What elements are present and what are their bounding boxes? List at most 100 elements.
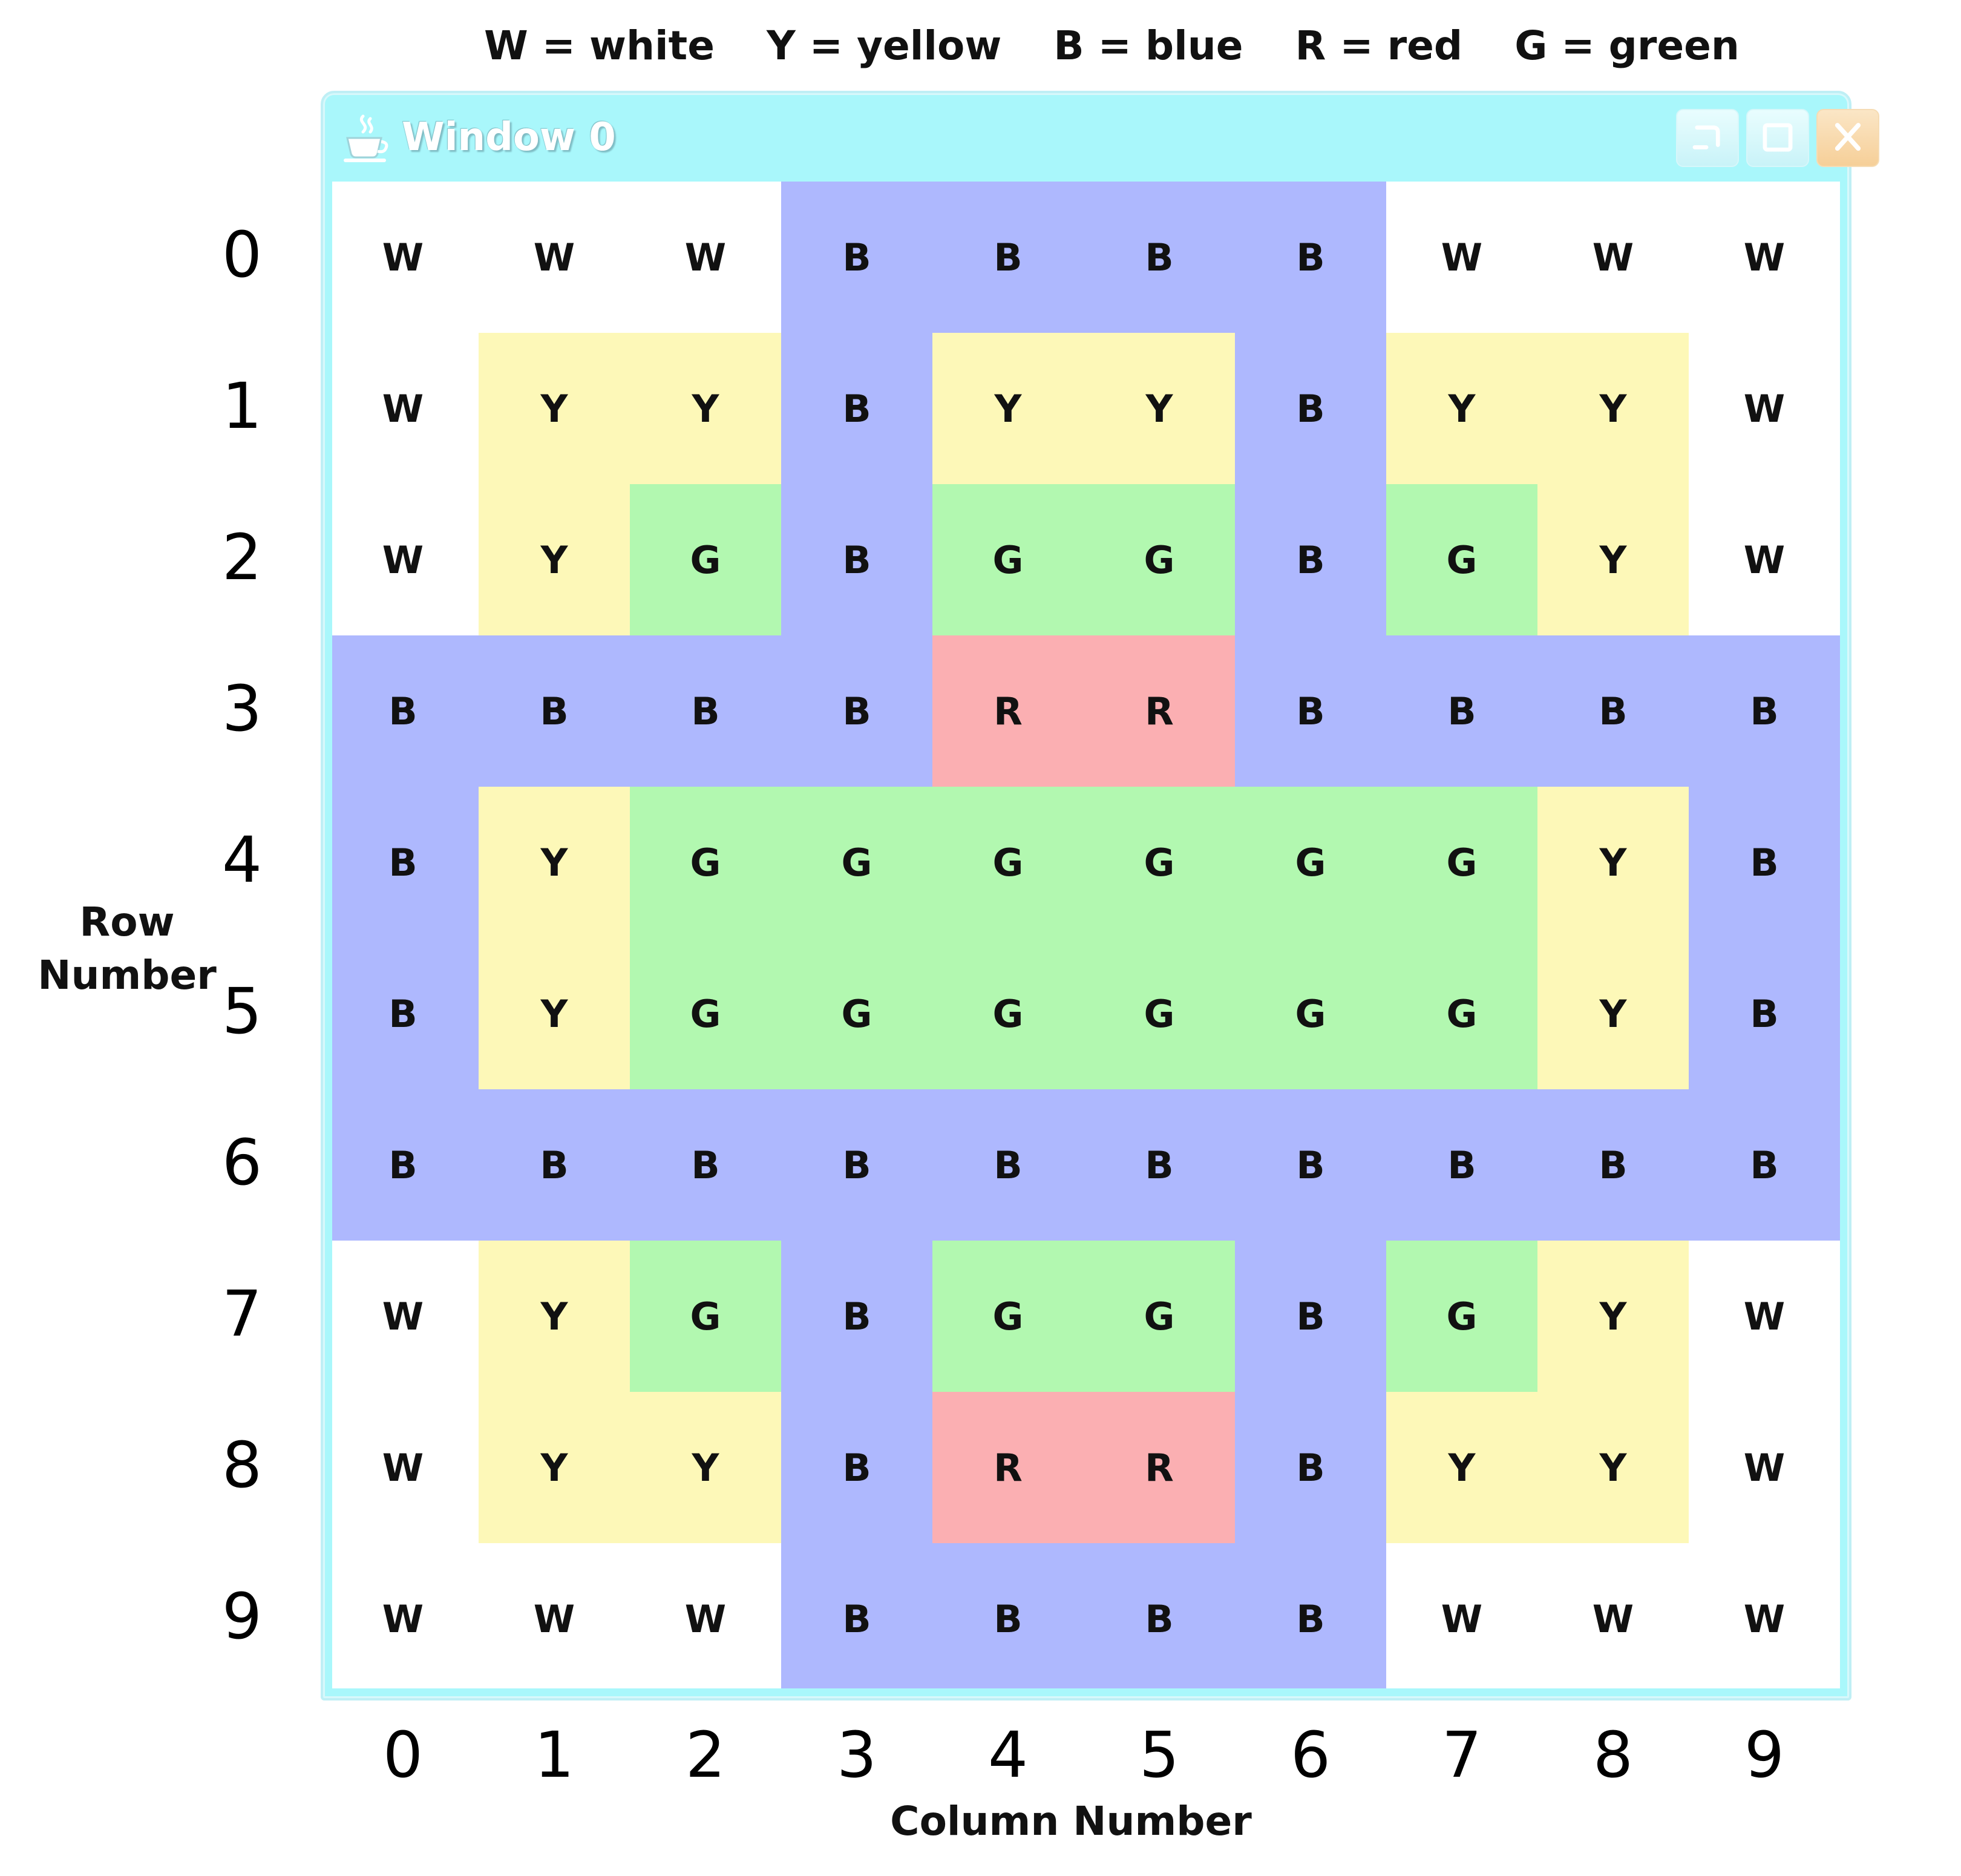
grid-cell: B xyxy=(781,182,932,333)
grid-cell: Y xyxy=(479,484,630,635)
row-number: 5 xyxy=(221,974,263,1048)
column-number: 0 xyxy=(382,1718,424,1792)
grid-cell: Y xyxy=(479,938,630,1089)
grid-cell: Y xyxy=(1084,333,1235,484)
grid-cell: Y xyxy=(1537,938,1689,1089)
grid-cell: B xyxy=(630,1089,781,1241)
grid-cell: G xyxy=(932,1241,1084,1392)
grid-cell: B xyxy=(1235,1241,1386,1392)
grid-cell: W xyxy=(1689,484,1840,635)
grid-cell: B xyxy=(781,1543,932,1688)
grid-cell: G xyxy=(932,484,1084,635)
grid-cell: G xyxy=(1235,787,1386,938)
java-cup-icon xyxy=(339,111,391,163)
row-number: 2 xyxy=(221,520,263,594)
grid-cell: W xyxy=(1689,182,1840,333)
grid-cell: G xyxy=(630,938,781,1089)
column-number: 7 xyxy=(1441,1718,1482,1792)
grid-cell: R xyxy=(1084,635,1235,787)
window-title: Window 0 xyxy=(402,115,616,160)
grid-cell: B xyxy=(781,1241,932,1392)
row-number: 0 xyxy=(221,218,263,292)
grid-cell: B xyxy=(1235,484,1386,635)
row-number: 3 xyxy=(221,672,263,746)
window-titlebar[interactable]: Window 0 xyxy=(323,93,1879,182)
grid-cell: W xyxy=(630,182,781,333)
color-legend: W = white Y = yellow B = blue R = red G … xyxy=(484,18,1792,73)
grid-cell: Y xyxy=(1537,1392,1689,1543)
grid-cell: B xyxy=(781,484,932,635)
grid-cell: G xyxy=(1386,484,1537,635)
column-number: 4 xyxy=(987,1718,1029,1792)
grid-cell: Y xyxy=(1386,333,1537,484)
grid-cell: Y xyxy=(479,333,630,484)
column-number: 6 xyxy=(1290,1718,1331,1792)
grid-cell: W xyxy=(332,484,479,635)
minimize-icon xyxy=(1692,125,1720,149)
legend-red: R = red xyxy=(1295,22,1463,69)
grid-cell: W xyxy=(1386,182,1537,333)
grid-cell: B xyxy=(479,635,630,787)
grid-cell: B xyxy=(332,938,479,1089)
column-number: 1 xyxy=(534,1718,575,1792)
grid-cell: R xyxy=(932,1392,1084,1543)
legend-blue: B = blue xyxy=(1053,22,1243,69)
grid-cell: R xyxy=(932,635,1084,787)
grid-cell: B xyxy=(781,333,932,484)
grid-cell: Y xyxy=(479,1392,630,1543)
grid-cell: G xyxy=(932,787,1084,938)
legend-yellow: Y = yellow xyxy=(766,22,1002,69)
grid-cell: B xyxy=(781,635,932,787)
close-button[interactable] xyxy=(1816,109,1879,167)
grid-cell: W xyxy=(332,1543,479,1688)
grid-cell: G xyxy=(1386,938,1537,1089)
grid-cell: B xyxy=(1386,635,1537,787)
row-number: 9 xyxy=(221,1579,263,1653)
grid-cell: B xyxy=(932,1089,1084,1241)
grid-cell: W xyxy=(1537,1543,1689,1688)
grid-cell: W xyxy=(1689,1241,1840,1392)
grid-cell: Y xyxy=(630,1392,781,1543)
grid-cell: B xyxy=(332,1089,479,1241)
grid-cell: G xyxy=(1386,1241,1537,1392)
row-axis-label-line-2: Number xyxy=(38,952,217,999)
grid-cell: Y xyxy=(479,1241,630,1392)
grid-cell: G xyxy=(1084,484,1235,635)
grid-cell: G xyxy=(630,484,781,635)
grid-cell: B xyxy=(1235,182,1386,333)
grid-cell: B xyxy=(1235,635,1386,787)
grid-cell: Y xyxy=(1386,1392,1537,1543)
grid-cell: Y xyxy=(1537,1241,1689,1392)
column-number: 5 xyxy=(1139,1718,1180,1792)
row-number: 1 xyxy=(221,369,263,443)
grid-cell: B xyxy=(1689,787,1840,938)
minimize-button[interactable] xyxy=(1676,109,1739,167)
row-number: 7 xyxy=(221,1277,263,1351)
grid-cell: B xyxy=(932,182,1084,333)
row-number: 8 xyxy=(221,1428,263,1502)
row-number: 4 xyxy=(221,823,263,897)
column-number: 2 xyxy=(685,1718,726,1792)
grid-cell: B xyxy=(1537,1089,1689,1241)
legend-green: G = green xyxy=(1514,22,1740,69)
grid-cell: B xyxy=(1537,635,1689,787)
maximize-button[interactable] xyxy=(1746,109,1809,167)
grid-cell: R xyxy=(1084,1392,1235,1543)
grid-cell: W xyxy=(332,182,479,333)
grid-cell: Y xyxy=(1537,333,1689,484)
grid-cell: W xyxy=(332,1241,479,1392)
column-number: 8 xyxy=(1593,1718,1634,1792)
grid-cell: G xyxy=(1084,787,1235,938)
grid-cell: B xyxy=(1084,1543,1235,1688)
grid-cell: Y xyxy=(479,787,630,938)
grid-cell: G xyxy=(781,938,932,1089)
grid-cell: B xyxy=(1689,938,1840,1089)
legend-white: W = white xyxy=(484,22,715,69)
column-axis-label: Column Number xyxy=(890,1798,1252,1845)
grid-cell: B xyxy=(1386,1089,1537,1241)
grid-cell: W xyxy=(1689,1392,1840,1543)
grid-cell: Y xyxy=(1537,787,1689,938)
row-axis-label: Row Number xyxy=(24,896,230,1002)
row-number: 6 xyxy=(221,1126,263,1199)
